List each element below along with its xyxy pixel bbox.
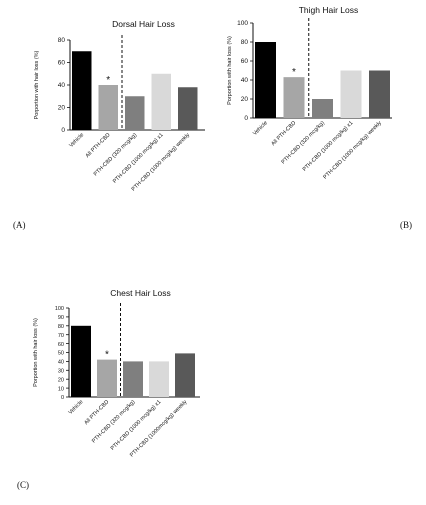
bar-4: [340, 70, 362, 118]
y-tick-label: 20: [58, 105, 66, 112]
y-tick-label: 80: [58, 324, 64, 330]
chart-title: Dorsal Hair Loss: [112, 19, 175, 29]
bar-3: [123, 361, 143, 397]
bar-2: [97, 359, 117, 397]
y-tick-label: 20: [241, 96, 249, 103]
chart-title: Chest Hair Loss: [110, 288, 170, 298]
bar-4: [149, 361, 169, 397]
chart-dorsal-hair-loss: Dorsal Hair Loss 0 20 40 60 80 Porportion with…: [34, 19, 205, 193]
x-tick-label: PTH-CBD (1000 mcg/kg) weekly: [322, 120, 383, 181]
y-tick-label: 100: [237, 20, 248, 27]
bar-4: [151, 73, 171, 130]
y-tick-label: 60: [58, 342, 64, 348]
y-tick-label: 0: [244, 115, 248, 122]
y-tick-label: 90: [58, 315, 64, 321]
y-tick-label: 20: [58, 377, 64, 383]
panel-label-a: (A): [13, 220, 26, 230]
y-tick-label: 80: [241, 39, 249, 46]
chart-title: Thigh Hair Loss: [299, 5, 359, 15]
x-tick-label: Vehicle: [252, 120, 269, 137]
bar-3: [125, 96, 145, 130]
y-tick-label: 40: [241, 77, 249, 84]
chart-chest-hair-loss: Chest Hair Loss 0 10 20 30 40 50 60 70 80 90 100 Por…: [33, 288, 200, 459]
y-axis-label: Porportion with hair loss (%): [227, 36, 233, 105]
x-tick-label: All PTH-CBD: [83, 399, 110, 426]
bar-5: [175, 353, 195, 397]
y-axis-label: Porportion with hair loss (%): [33, 318, 39, 387]
x-tick-label: All PTH-CBD: [85, 132, 112, 159]
y-tick-label: 0: [61, 395, 64, 401]
bar-5: [369, 70, 390, 118]
x-tick-label: PTH-CBD (1000 mcg/kg) x1: [110, 399, 163, 452]
y-tick-label: 10: [58, 386, 64, 392]
bar-5: [178, 87, 198, 130]
y-tick-label: 70: [58, 333, 64, 339]
significance-marker: *: [105, 350, 109, 361]
panel-label-c: (C): [17, 480, 29, 490]
bar-2: [283, 77, 305, 118]
bar-1: [72, 51, 92, 130]
y-tick-label: 0: [61, 127, 65, 134]
x-tick-label: PTH-CBD (1000 mcg/kg) x1: [112, 132, 165, 185]
bar-3: [312, 99, 333, 118]
x-tick-label: PTH-CBD (1000 mcg/kg) weekly: [131, 132, 192, 193]
bar-1: [255, 42, 276, 118]
x-tick-label: Vehicle: [68, 399, 85, 416]
x-tick-label: PTH-CBD (1000mcg/kg) weekly: [129, 399, 189, 459]
bar-1: [71, 325, 91, 397]
chart-thigh-hair-loss: Thigh Hair Loss 0 20 40 60 80 100 Porportion wi…: [227, 5, 392, 181]
y-tick-label: 30: [58, 369, 64, 375]
y-axis-label: Porportion with hair loss (%): [34, 50, 40, 119]
y-tick-label: 100: [55, 306, 64, 312]
significance-marker: *: [292, 67, 296, 78]
y-tick-label: 40: [58, 360, 64, 366]
x-tick-label: All PTH-CBD: [270, 120, 297, 147]
x-tick-label: PTH-CBD (1000 mcg/kg) x1: [302, 120, 355, 173]
panel-label-b: (B): [400, 220, 412, 230]
y-tick-label: 60: [58, 60, 66, 67]
y-tick-label: 60: [241, 58, 249, 65]
y-tick-label: 50: [58, 351, 64, 357]
x-tick-label: Vehicle: [68, 132, 85, 149]
y-tick-label: 80: [58, 37, 66, 44]
bar-2: [98, 85, 118, 130]
y-tick-label: 40: [58, 82, 66, 89]
x-tick-label: PTH-CBD (320 mcg/kg): [91, 399, 136, 444]
significance-marker: *: [106, 75, 110, 86]
